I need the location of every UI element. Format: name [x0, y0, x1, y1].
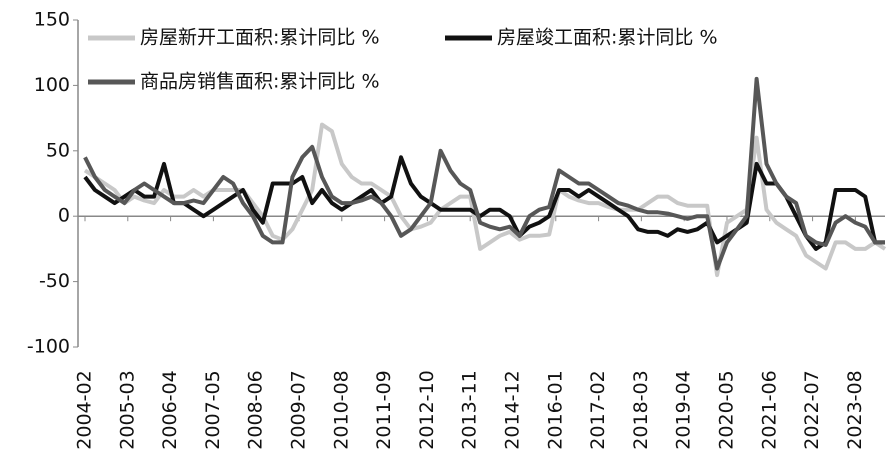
- x-tick-label: 2021-06: [758, 370, 780, 449]
- x-tick-label: 2006-04: [159, 370, 181, 449]
- x-tick-label: 2012-10: [416, 370, 438, 449]
- x-tick-label: 2005-03: [116, 370, 138, 449]
- series-line: [83, 76, 885, 271]
- x-tick-label: 2007-05: [202, 370, 224, 449]
- x-tick-label: 2009-07: [287, 370, 309, 449]
- x-tick-label: 2004-02: [74, 370, 96, 449]
- x-tick-label: 2020-05: [715, 370, 737, 449]
- y-tick-label: 150: [34, 9, 70, 31]
- x-tick-label: 2013-11: [459, 370, 481, 449]
- y-tick-label: -100: [27, 336, 70, 358]
- x-tick-label: 2022-07: [801, 370, 823, 449]
- legend-label: 商品房销售面积:累计同比 %: [140, 71, 380, 93]
- x-tick-label: 2016-01: [544, 370, 566, 449]
- x-tick-label: 2019-04: [673, 370, 695, 449]
- series-line: [83, 155, 885, 251]
- x-tick-label: 2014-12: [501, 370, 523, 449]
- x-tick-label: 2017-02: [587, 370, 609, 449]
- y-tick-label: 50: [46, 139, 70, 161]
- x-tick-label: 2008-06: [245, 370, 267, 449]
- y-tick-label: -50: [39, 270, 70, 292]
- y-tick-label: 100: [34, 74, 70, 96]
- y-tick-label: 0: [58, 205, 70, 227]
- x-tick-label: 2018-03: [630, 370, 652, 449]
- x-tick-label: 2010-08: [330, 370, 352, 449]
- legend-label: 房屋新开工面积:累计同比 %: [140, 27, 380, 49]
- x-tick-label: 2011-09: [373, 370, 395, 449]
- legend-label: 房屋竣工面积:累计同比 %: [497, 27, 718, 49]
- x-tick-label: 2023-08: [844, 370, 866, 449]
